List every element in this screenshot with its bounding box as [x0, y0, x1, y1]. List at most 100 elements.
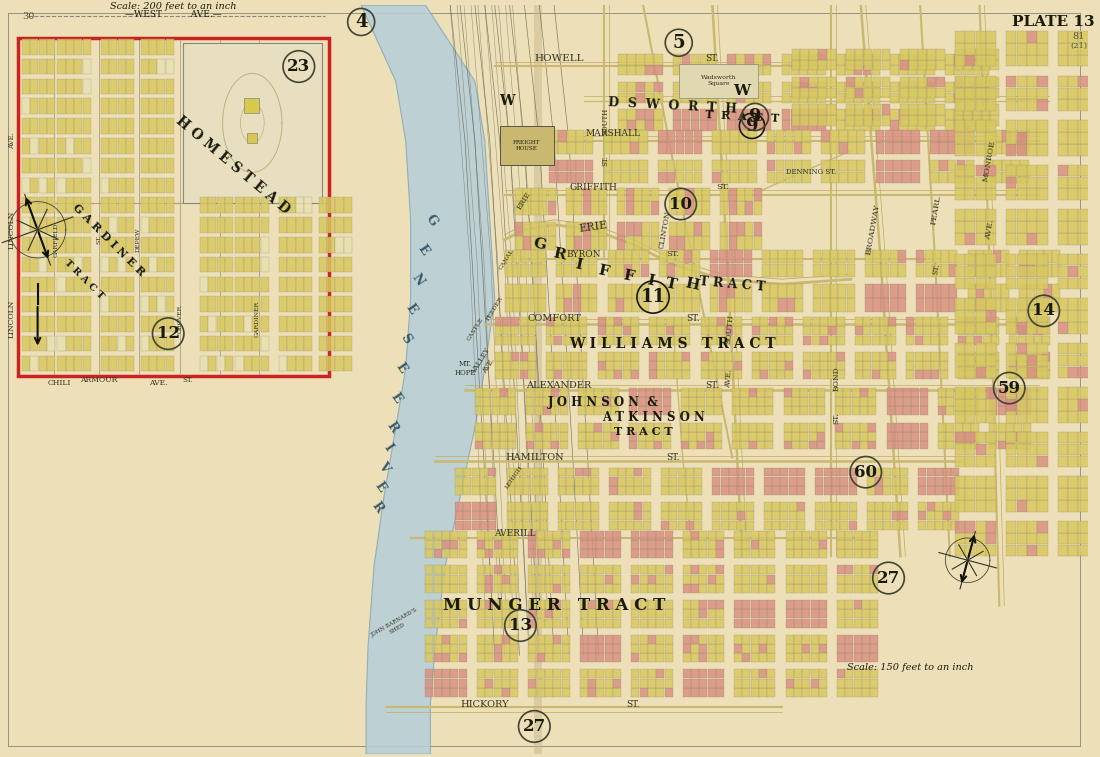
Bar: [954, 120, 962, 131]
Bar: [1058, 298, 1068, 310]
Bar: [976, 31, 986, 42]
Bar: [618, 65, 627, 76]
Bar: [976, 165, 986, 176]
Text: V: V: [376, 459, 392, 475]
Bar: [528, 531, 537, 540]
Bar: [791, 82, 800, 92]
Bar: [624, 250, 632, 263]
Bar: [817, 388, 825, 397]
Bar: [605, 531, 613, 540]
Bar: [854, 669, 861, 678]
Bar: [745, 188, 754, 201]
Bar: [707, 644, 716, 653]
Bar: [736, 285, 744, 298]
Bar: [562, 531, 570, 540]
Bar: [791, 54, 800, 64]
Bar: [891, 82, 899, 92]
Bar: [668, 285, 675, 298]
Bar: [566, 172, 575, 183]
Bar: [1089, 343, 1099, 354]
Bar: [623, 335, 630, 344]
Text: LEHIGH: LEHIGH: [505, 465, 525, 490]
Bar: [562, 644, 570, 653]
Bar: [649, 352, 657, 360]
Bar: [962, 432, 971, 441]
Bar: [955, 144, 965, 155]
Bar: [627, 82, 636, 92]
Bar: [794, 600, 802, 609]
Bar: [1023, 397, 1031, 406]
Bar: [948, 130, 957, 142]
Bar: [926, 109, 935, 120]
Bar: [1006, 432, 1016, 444]
Bar: [955, 76, 965, 87]
Text: BYRON: BYRON: [566, 250, 601, 259]
Bar: [955, 188, 965, 200]
Bar: [639, 609, 648, 618]
Bar: [707, 618, 716, 628]
Bar: [881, 285, 890, 298]
Bar: [837, 565, 845, 575]
Bar: [475, 432, 483, 441]
Bar: [751, 644, 759, 653]
Bar: [217, 198, 224, 213]
Bar: [627, 65, 636, 76]
Bar: [141, 237, 149, 253]
Bar: [673, 82, 681, 92]
Bar: [1019, 263, 1027, 277]
Bar: [986, 444, 997, 456]
Bar: [955, 43, 965, 55]
Bar: [57, 198, 66, 213]
Bar: [47, 276, 55, 292]
Bar: [639, 688, 648, 696]
Bar: [30, 118, 38, 134]
Bar: [1001, 250, 1009, 263]
Bar: [571, 326, 579, 335]
Bar: [965, 533, 976, 544]
Bar: [101, 237, 109, 253]
Bar: [965, 176, 976, 188]
Text: ST.: ST.: [716, 183, 728, 192]
Bar: [689, 407, 697, 415]
Bar: [683, 584, 691, 593]
Bar: [769, 317, 777, 326]
Bar: [684, 250, 692, 263]
Bar: [510, 600, 518, 609]
Bar: [1027, 43, 1037, 55]
Bar: [631, 565, 639, 575]
Bar: [716, 584, 724, 593]
Bar: [252, 217, 261, 232]
Bar: [785, 352, 793, 360]
Bar: [166, 138, 174, 154]
Bar: [1089, 298, 1099, 310]
Bar: [574, 512, 583, 520]
Bar: [529, 285, 538, 298]
Bar: [824, 502, 832, 511]
Bar: [673, 92, 681, 103]
Bar: [912, 441, 920, 450]
Bar: [634, 236, 642, 250]
Bar: [943, 486, 951, 495]
Bar: [939, 370, 947, 379]
Bar: [964, 49, 972, 60]
Bar: [880, 361, 888, 370]
Bar: [1016, 88, 1026, 99]
Bar: [815, 512, 823, 520]
Bar: [1016, 545, 1026, 556]
Bar: [1078, 76, 1089, 87]
Bar: [883, 477, 891, 486]
Bar: [909, 120, 917, 131]
Bar: [955, 266, 965, 277]
Bar: [734, 688, 742, 696]
Bar: [1037, 209, 1047, 221]
Bar: [923, 326, 931, 335]
Bar: [148, 316, 157, 332]
Bar: [580, 370, 587, 379]
Bar: [707, 688, 716, 696]
Bar: [855, 370, 862, 379]
Bar: [631, 317, 639, 326]
Bar: [1027, 533, 1037, 544]
Bar: [1027, 176, 1037, 188]
Bar: [537, 688, 544, 696]
Bar: [626, 236, 634, 250]
